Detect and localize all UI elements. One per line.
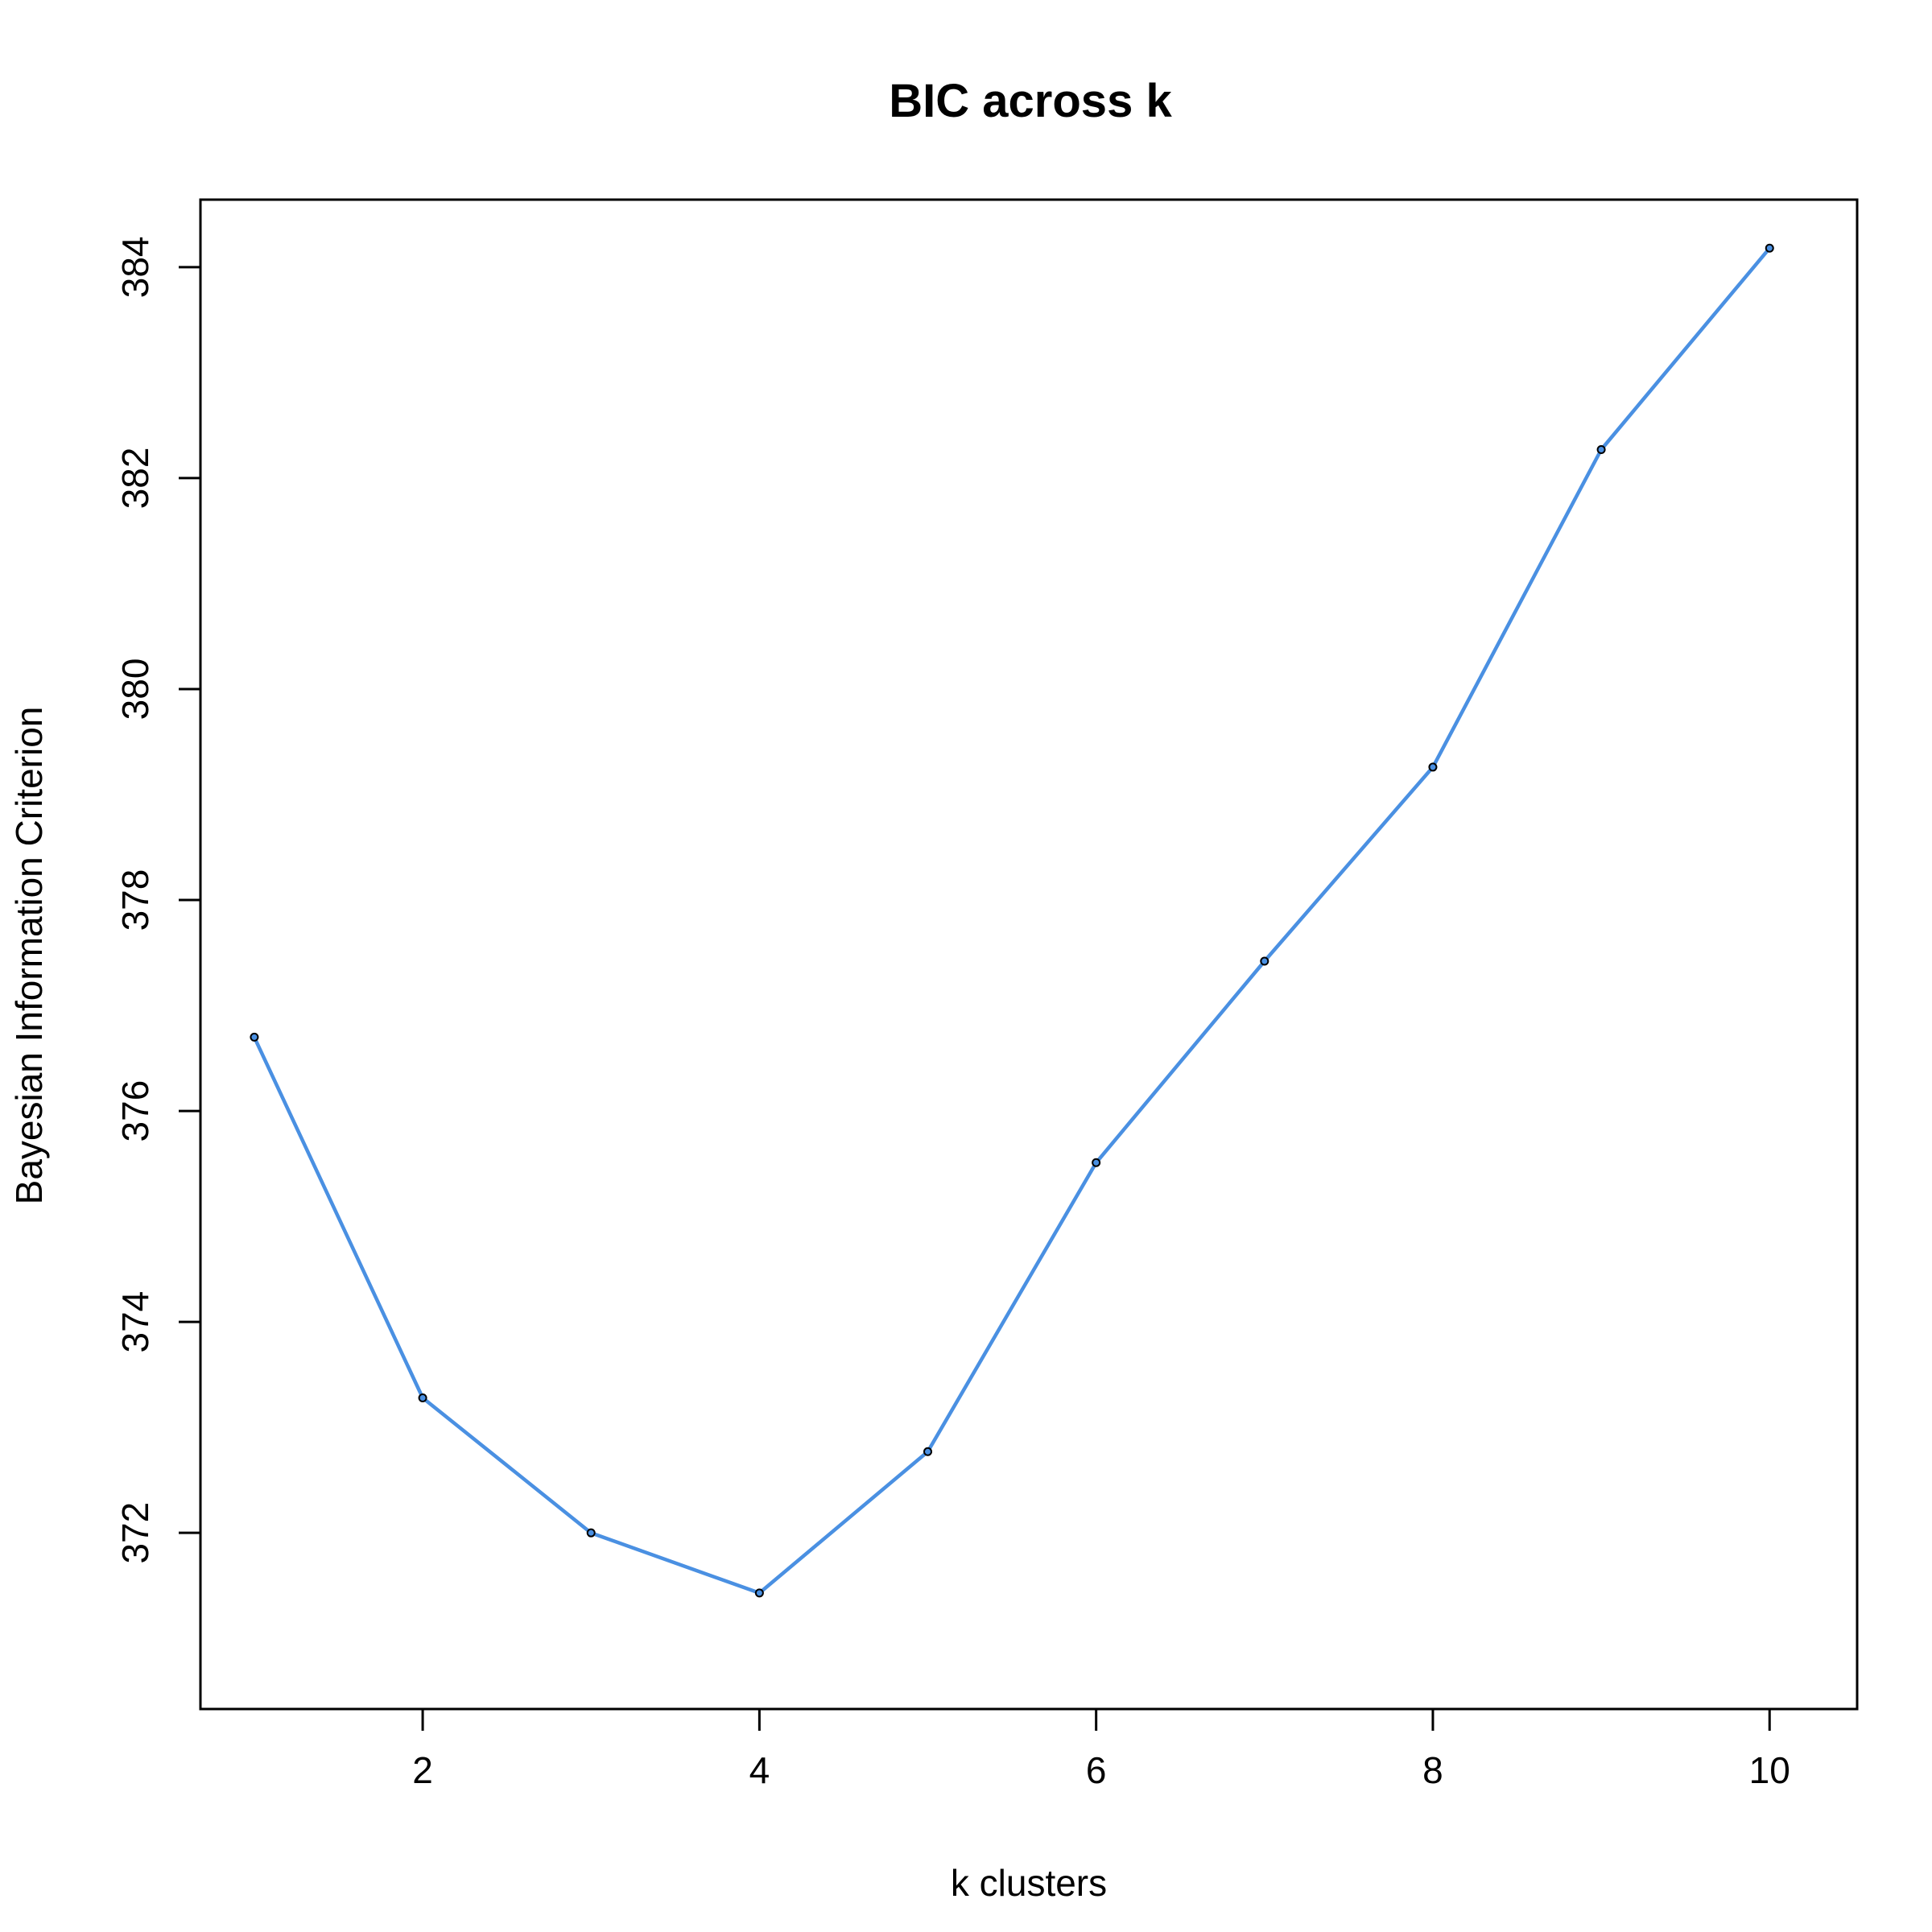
data-point	[754, 1588, 764, 1598]
y-tick-label: 384	[114, 236, 156, 298]
x-tick-label: 4	[749, 1749, 770, 1791]
data-point	[586, 1528, 596, 1538]
chart-title: BIC across k	[889, 75, 1172, 127]
x-axis: 2 4 6 8 10	[412, 1709, 1790, 1791]
plot-frame	[199, 198, 1859, 1711]
data-point	[1428, 762, 1438, 772]
y-tick-label: 378	[114, 869, 156, 931]
series-line-bic	[252, 246, 1772, 1596]
y-axis-label: Bayesian Information Criterion	[8, 707, 50, 1205]
x-tick-label: 6	[1086, 1749, 1107, 1791]
y-tick-label: 372	[114, 1502, 156, 1564]
y-tick-label: 382	[114, 448, 156, 510]
data-point	[1596, 445, 1606, 455]
data-point	[250, 1032, 259, 1042]
data-point	[1092, 1158, 1101, 1167]
data-points	[250, 243, 1774, 1598]
data-point	[1765, 243, 1774, 253]
x-axis-label: k clusters	[951, 1862, 1107, 1904]
x-tick-label: 8	[1422, 1749, 1443, 1791]
data-point	[418, 1393, 427, 1402]
x-tick-label: 2	[412, 1749, 433, 1791]
data-point	[923, 1447, 933, 1456]
y-axis: 372 374 376 378 380 382 384	[114, 236, 200, 1564]
y-tick-label: 376	[114, 1080, 156, 1142]
x-tick-label: 10	[1749, 1749, 1790, 1791]
y-tick-label: 380	[114, 658, 156, 720]
y-tick-label: 374	[114, 1291, 156, 1353]
data-point	[1260, 956, 1269, 966]
